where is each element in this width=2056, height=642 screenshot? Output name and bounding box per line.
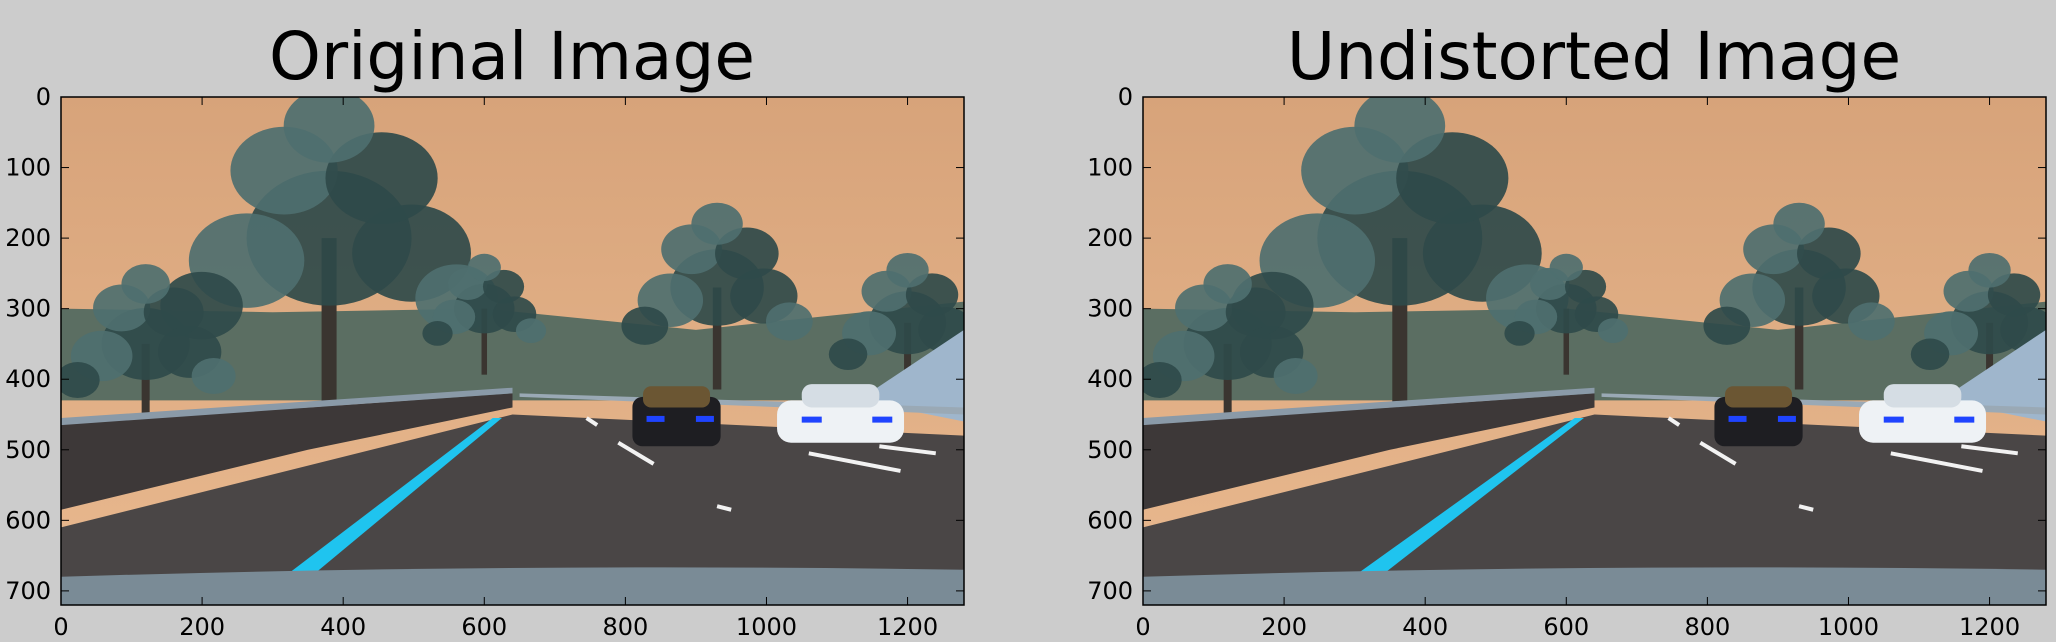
tree [422, 253, 547, 375]
hills [1143, 301, 2046, 401]
tree [621, 202, 813, 390]
tree [61, 264, 236, 440]
y-tick-label: 400 [5, 365, 51, 393]
y-tick-label: 500 [1087, 436, 1133, 464]
undistorted-image-title: Undistorted Image [1286, 18, 1902, 95]
guardrail [61, 387, 513, 426]
y-tick-label: 700 [5, 577, 51, 605]
lane-line-left [265, 418, 502, 591]
axes-frame [1142, 96, 2047, 606]
y-tick-label: 700 [1087, 577, 1133, 605]
x-tick-label: 1000 [1818, 613, 1879, 641]
x-tick-label: 600 [1543, 613, 1589, 641]
y-tick-label: 600 [5, 506, 51, 534]
x-tick-label: 1200 [1959, 613, 2020, 641]
y-tick-label: 400 [1087, 365, 1133, 393]
tree [1504, 253, 1629, 375]
tree [1910, 252, 2046, 407]
tree [1143, 264, 1318, 440]
lane-dash [1699, 441, 1737, 466]
road-scene-image [61, 97, 964, 605]
x-tick-label: 400 [320, 613, 366, 641]
x-tick-label: 1200 [877, 613, 938, 641]
x-tick-label: 0 [1135, 613, 1150, 641]
original-image-title: Original Image [269, 18, 755, 95]
axes-frame [60, 96, 965, 606]
y-tick-label: 500 [5, 436, 51, 464]
lane-line-left [1333, 418, 1584, 591]
tree [828, 252, 964, 407]
car-hood [61, 567, 964, 605]
x-tick-label: 600 [461, 613, 507, 641]
lane-dash [585, 416, 599, 427]
lane-dash [1961, 444, 2019, 456]
road-scene-image [1143, 97, 2046, 605]
x-tick-label: 800 [602, 613, 648, 641]
car-hood [1143, 567, 2046, 605]
y-tick-label: 300 [1087, 295, 1133, 323]
lane-dash [716, 504, 732, 512]
y-tick-label: 100 [5, 154, 51, 182]
lane-dash [879, 444, 937, 456]
y-tick-label: 200 [1087, 224, 1133, 252]
x-tick-label: 400 [1402, 613, 1448, 641]
x-tick-label: 200 [179, 613, 225, 641]
road [61, 414, 964, 605]
x-tick-label: 200 [1261, 613, 1307, 641]
lane-dash [1798, 504, 1814, 512]
guardrail [1143, 387, 1595, 426]
y-tick-label: 600 [1087, 506, 1133, 534]
lane-dash [617, 441, 655, 466]
lane-dash [808, 451, 901, 473]
y-tick-label: 300 [5, 295, 51, 323]
x-tick-label: 1000 [736, 613, 797, 641]
hillside [1940, 329, 2046, 422]
hills [61, 301, 964, 401]
lane-dash [1667, 416, 1681, 427]
barrier [61, 393, 513, 510]
hillside [858, 329, 964, 422]
black-car [1714, 386, 1803, 447]
black-car [632, 386, 721, 447]
road [1143, 414, 2046, 605]
barrier [1143, 393, 1595, 510]
y-tick-label: 0 [36, 83, 51, 111]
white-car [1859, 384, 1987, 443]
y-tick-label: 200 [5, 224, 51, 252]
y-tick-label: 0 [1118, 83, 1133, 111]
white-car [777, 384, 905, 443]
x-tick-label: 0 [53, 613, 68, 641]
tree [1703, 202, 1895, 390]
x-tick-label: 800 [1684, 613, 1730, 641]
y-tick-label: 100 [1087, 154, 1133, 182]
large-tree [1231, 97, 1569, 419]
lane-dash [1890, 451, 1983, 473]
